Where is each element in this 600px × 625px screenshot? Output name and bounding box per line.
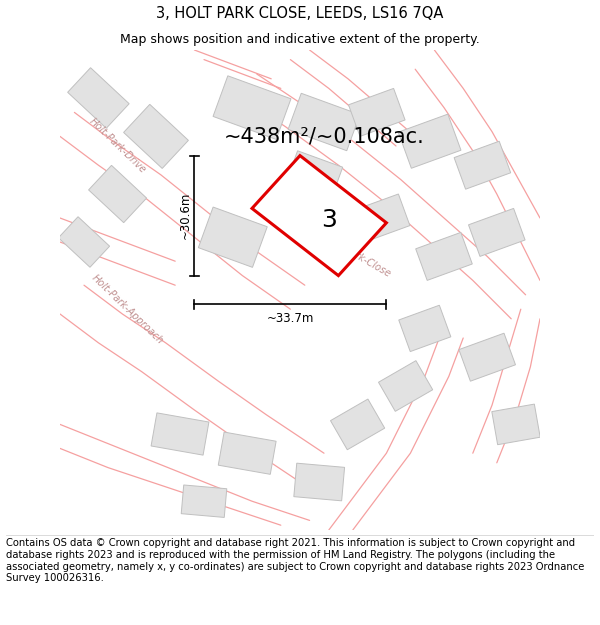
- Polygon shape: [294, 463, 344, 501]
- Polygon shape: [331, 399, 385, 450]
- Polygon shape: [151, 413, 209, 455]
- Text: Holt-Park-Approach: Holt-Park-Approach: [89, 272, 165, 346]
- Polygon shape: [252, 156, 386, 276]
- Polygon shape: [181, 485, 227, 518]
- Text: 3: 3: [321, 208, 337, 232]
- Text: 3, HOLT PARK CLOSE, LEEDS, LS16 7QA: 3, HOLT PARK CLOSE, LEEDS, LS16 7QA: [157, 6, 443, 21]
- Polygon shape: [58, 217, 110, 268]
- Polygon shape: [199, 207, 267, 268]
- Polygon shape: [399, 305, 451, 352]
- Text: Contains OS data © Crown copyright and database right 2021. This information is : Contains OS data © Crown copyright and d…: [6, 538, 584, 583]
- Polygon shape: [349, 88, 405, 136]
- Text: ~33.7m: ~33.7m: [267, 312, 314, 325]
- Polygon shape: [398, 114, 461, 168]
- Polygon shape: [459, 333, 515, 381]
- Polygon shape: [353, 194, 410, 242]
- Text: ~438m²/~0.108ac.: ~438m²/~0.108ac.: [224, 126, 424, 146]
- Polygon shape: [68, 68, 129, 128]
- Text: Holt-Park-Close: Holt-Park-Close: [323, 233, 392, 279]
- Polygon shape: [416, 232, 472, 281]
- Polygon shape: [454, 141, 511, 189]
- Polygon shape: [288, 93, 360, 151]
- Text: ~30.6m: ~30.6m: [178, 192, 191, 239]
- Polygon shape: [492, 404, 540, 445]
- Polygon shape: [89, 166, 146, 222]
- Polygon shape: [218, 432, 276, 474]
- Polygon shape: [286, 151, 343, 199]
- Text: Map shows position and indicative extent of the property.: Map shows position and indicative extent…: [120, 32, 480, 46]
- Polygon shape: [124, 104, 188, 169]
- Polygon shape: [469, 208, 525, 256]
- Polygon shape: [213, 76, 291, 139]
- Text: Holt-Park-Drive: Holt-Park-Drive: [88, 116, 148, 176]
- Polygon shape: [379, 361, 433, 411]
